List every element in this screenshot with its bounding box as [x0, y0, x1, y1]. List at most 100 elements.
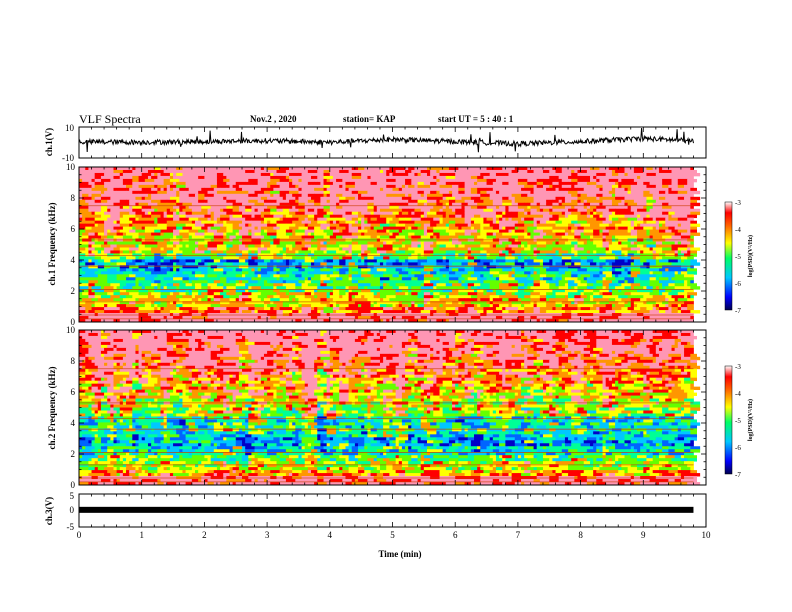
spectrogram-cell — [160, 265, 168, 269]
spectrogram-cell — [652, 175, 657, 180]
spectrogram-cell — [151, 247, 158, 251]
spectrogram-cell — [668, 190, 679, 195]
spectrogram-cell — [680, 310, 688, 314]
spectrogram-cell — [536, 241, 544, 245]
spectrogram-cell — [104, 211, 111, 216]
spectrogram-cell — [185, 223, 193, 228]
spectrogram-cell — [558, 241, 566, 245]
spectrogram-cell — [166, 271, 177, 275]
spectrogram-cell — [285, 247, 290, 251]
spectrogram-cell — [426, 256, 434, 260]
spectrogram-cell — [329, 193, 337, 198]
spectrogram-cell — [464, 265, 469, 269]
spectrogram-cell — [179, 178, 190, 183]
spectrogram-cell — [687, 292, 697, 296]
spectrogram-cell — [201, 283, 208, 287]
spectrogram-cell — [314, 199, 321, 204]
spectrogram-cell — [627, 244, 638, 248]
spectrogram-cell — [568, 217, 578, 222]
spectrogram-cell — [282, 196, 287, 201]
spectrogram-cell — [633, 199, 638, 204]
spectrogram-cell — [643, 241, 647, 245]
spectrogram-cell — [646, 304, 654, 308]
spectrogram-cell — [79, 244, 89, 248]
spectrogram-cell — [508, 187, 513, 192]
spectrogram-cell — [615, 277, 625, 281]
spectrogram-cell — [242, 196, 252, 201]
spectrogram-cell — [336, 283, 343, 287]
spectrogram-cell — [235, 247, 240, 251]
spectrogram-cell — [593, 304, 597, 308]
spectrogram-cell — [662, 226, 669, 230]
spectrogram-cell — [323, 169, 331, 174]
spectrogram-cell — [577, 190, 585, 195]
spectrogram-cell — [615, 196, 625, 201]
spectrogram-cell — [379, 187, 384, 192]
spectrogram-cell — [593, 256, 600, 260]
spectrogram-cell — [358, 310, 362, 314]
spectrogram-cell — [401, 277, 412, 281]
spectrogram-cell — [107, 292, 114, 296]
spectrogram-cell — [445, 256, 456, 260]
spectrogram-cell — [680, 169, 688, 174]
spectrogram-cell — [502, 199, 513, 204]
spectrogram-cell — [555, 241, 560, 245]
spectrogram-cell — [289, 178, 293, 183]
spectrogram-cell — [85, 223, 96, 228]
spectrogram-cell — [379, 232, 390, 236]
spectrogram-cell — [79, 271, 86, 275]
spectrogram-cell — [627, 310, 632, 314]
spectrogram-cell — [615, 223, 622, 228]
spectrogram-cell — [323, 250, 328, 254]
spectrogram-cell — [260, 244, 265, 248]
spectrogram-cell — [467, 256, 475, 260]
spectrogram-cell — [458, 268, 466, 272]
spectrogram-cell — [558, 247, 563, 251]
spectrogram-cell — [254, 187, 262, 192]
spectrogram-cell — [605, 217, 610, 222]
spectrogram-cell — [289, 268, 299, 272]
spectrogram-cell — [367, 205, 375, 210]
spectrogram-cell — [605, 235, 613, 239]
spectrogram-cell — [188, 193, 196, 198]
spectrogram-cell — [467, 289, 475, 293]
spectrogram-cell — [351, 193, 359, 198]
spectrogram-cell — [94, 271, 102, 275]
spectrogram-cell — [633, 223, 638, 228]
spectrogram-cell — [411, 271, 422, 275]
spectrogram-cell — [486, 167, 497, 171]
spectrogram-cell — [358, 286, 365, 290]
spectrogram-cell — [276, 223, 287, 228]
spectrogram-cell — [182, 301, 193, 305]
spectrogram-cell — [201, 211, 208, 216]
spectrogram-cell — [571, 247, 575, 251]
spectrogram-cell — [263, 280, 268, 284]
spectrogram-cell — [439, 208, 444, 213]
spectrogram-cell — [615, 169, 625, 174]
spectrogram-cell — [458, 280, 462, 284]
spectrogram-cell — [486, 277, 497, 281]
spectrogram-cell — [495, 265, 506, 269]
spectrogram-cell — [436, 214, 444, 219]
spectrogram-cell — [263, 217, 271, 222]
spectrogram-cell — [132, 178, 139, 183]
spectrogram-cell — [361, 289, 371, 293]
spectrogram-cell — [270, 250, 281, 254]
spectrogram-cell — [339, 220, 346, 225]
spectrogram-cell — [364, 217, 368, 222]
spectrogram-cell — [555, 172, 566, 177]
spectrogram-cell — [417, 259, 428, 263]
spectrogram-cell — [436, 226, 444, 230]
spectrogram-cell — [191, 301, 196, 305]
spectrogram-cell — [257, 175, 268, 180]
spectrogram-cell — [436, 235, 440, 239]
spectrogram-cell — [505, 175, 513, 180]
spectrogram-cell — [583, 289, 594, 293]
spectrogram-cell — [568, 232, 575, 236]
spectrogram-cell — [561, 184, 572, 189]
spectrogram-cell — [599, 310, 607, 314]
spectrogram-cell — [238, 223, 243, 228]
spectrogram-cell — [417, 310, 422, 314]
spectrogram-cell — [505, 184, 516, 189]
spectrogram-cell — [630, 205, 641, 210]
